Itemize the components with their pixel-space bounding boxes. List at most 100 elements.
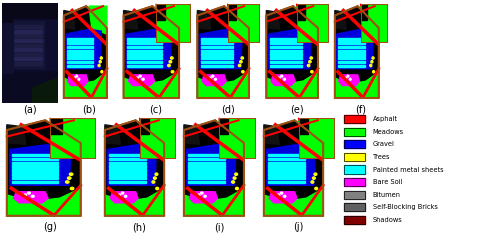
Polygon shape [268, 29, 311, 69]
Circle shape [68, 177, 71, 179]
Circle shape [315, 187, 318, 190]
Polygon shape [13, 21, 44, 68]
Polygon shape [335, 6, 378, 98]
Circle shape [70, 173, 73, 175]
Bar [270, 50, 302, 52]
Bar [108, 177, 146, 179]
Circle shape [170, 57, 173, 59]
Circle shape [310, 71, 313, 73]
Polygon shape [7, 189, 80, 216]
Circle shape [74, 77, 76, 79]
Circle shape [371, 61, 373, 63]
Bar [344, 140, 364, 148]
Bar [344, 153, 364, 161]
Circle shape [310, 57, 312, 59]
Circle shape [238, 64, 241, 67]
Circle shape [98, 64, 100, 67]
Text: (i): (i) [214, 222, 224, 232]
Polygon shape [14, 192, 48, 203]
Bar [338, 46, 365, 48]
Polygon shape [264, 189, 323, 216]
Polygon shape [68, 75, 88, 85]
Circle shape [284, 195, 286, 197]
Bar [200, 46, 233, 48]
Polygon shape [198, 72, 249, 98]
Bar [14, 39, 42, 42]
Polygon shape [266, 11, 280, 29]
Bar [2, 3, 58, 18]
Circle shape [281, 75, 283, 77]
Circle shape [70, 187, 74, 190]
Circle shape [212, 75, 214, 77]
Bar [14, 25, 42, 28]
Bar [270, 57, 302, 59]
Bar [270, 61, 302, 63]
Bar [338, 53, 365, 55]
Circle shape [241, 57, 244, 59]
Text: Bitumen: Bitumen [372, 192, 400, 197]
Circle shape [312, 177, 316, 179]
Circle shape [118, 194, 120, 196]
Bar [188, 181, 225, 183]
Bar [108, 158, 146, 160]
Circle shape [280, 192, 282, 194]
Polygon shape [190, 192, 218, 203]
Bar [2, 3, 12, 103]
Bar [12, 161, 58, 164]
Polygon shape [266, 72, 318, 98]
Polygon shape [202, 75, 226, 85]
Polygon shape [200, 29, 242, 69]
Text: Bare Soil: Bare Soil [372, 179, 402, 185]
Bar [344, 203, 364, 211]
Bar [344, 153, 364, 161]
Text: Painted metal sheets: Painted metal sheets [372, 167, 443, 172]
Bar [268, 173, 304, 176]
Bar [268, 165, 304, 168]
Bar [127, 46, 162, 48]
Bar [66, 46, 94, 48]
Bar [66, 57, 94, 59]
Bar [127, 61, 162, 63]
Bar [270, 46, 302, 48]
Bar [2, 23, 13, 73]
Bar [338, 42, 365, 44]
Polygon shape [228, 6, 249, 34]
Polygon shape [298, 120, 323, 150]
Circle shape [308, 61, 311, 63]
Text: Gravel: Gravel [372, 141, 394, 147]
Polygon shape [296, 6, 318, 34]
Polygon shape [124, 6, 179, 98]
Circle shape [232, 181, 234, 183]
Bar [188, 161, 225, 164]
Circle shape [78, 78, 80, 80]
Bar [66, 50, 94, 52]
Circle shape [66, 181, 69, 183]
Bar [66, 61, 94, 63]
Bar [127, 65, 162, 67]
Circle shape [101, 71, 103, 73]
Bar [200, 53, 233, 55]
Bar [338, 57, 365, 59]
Polygon shape [64, 6, 107, 98]
Polygon shape [110, 192, 138, 203]
Bar [270, 65, 302, 67]
Text: (e): (e) [290, 104, 304, 114]
Bar [188, 165, 225, 168]
Text: Meadows: Meadows [372, 129, 404, 135]
Bar [66, 42, 94, 44]
Text: (a): (a) [23, 104, 37, 114]
Bar [338, 61, 365, 63]
Bar [268, 154, 304, 156]
Bar [14, 62, 42, 65]
Polygon shape [124, 11, 138, 29]
Bar [14, 48, 42, 51]
Polygon shape [124, 72, 179, 98]
Bar [268, 181, 304, 183]
Bar [188, 154, 225, 156]
Polygon shape [66, 29, 102, 69]
Polygon shape [7, 120, 80, 216]
Polygon shape [126, 29, 172, 69]
Bar [108, 165, 146, 168]
Circle shape [32, 195, 34, 197]
Bar [344, 165, 364, 174]
